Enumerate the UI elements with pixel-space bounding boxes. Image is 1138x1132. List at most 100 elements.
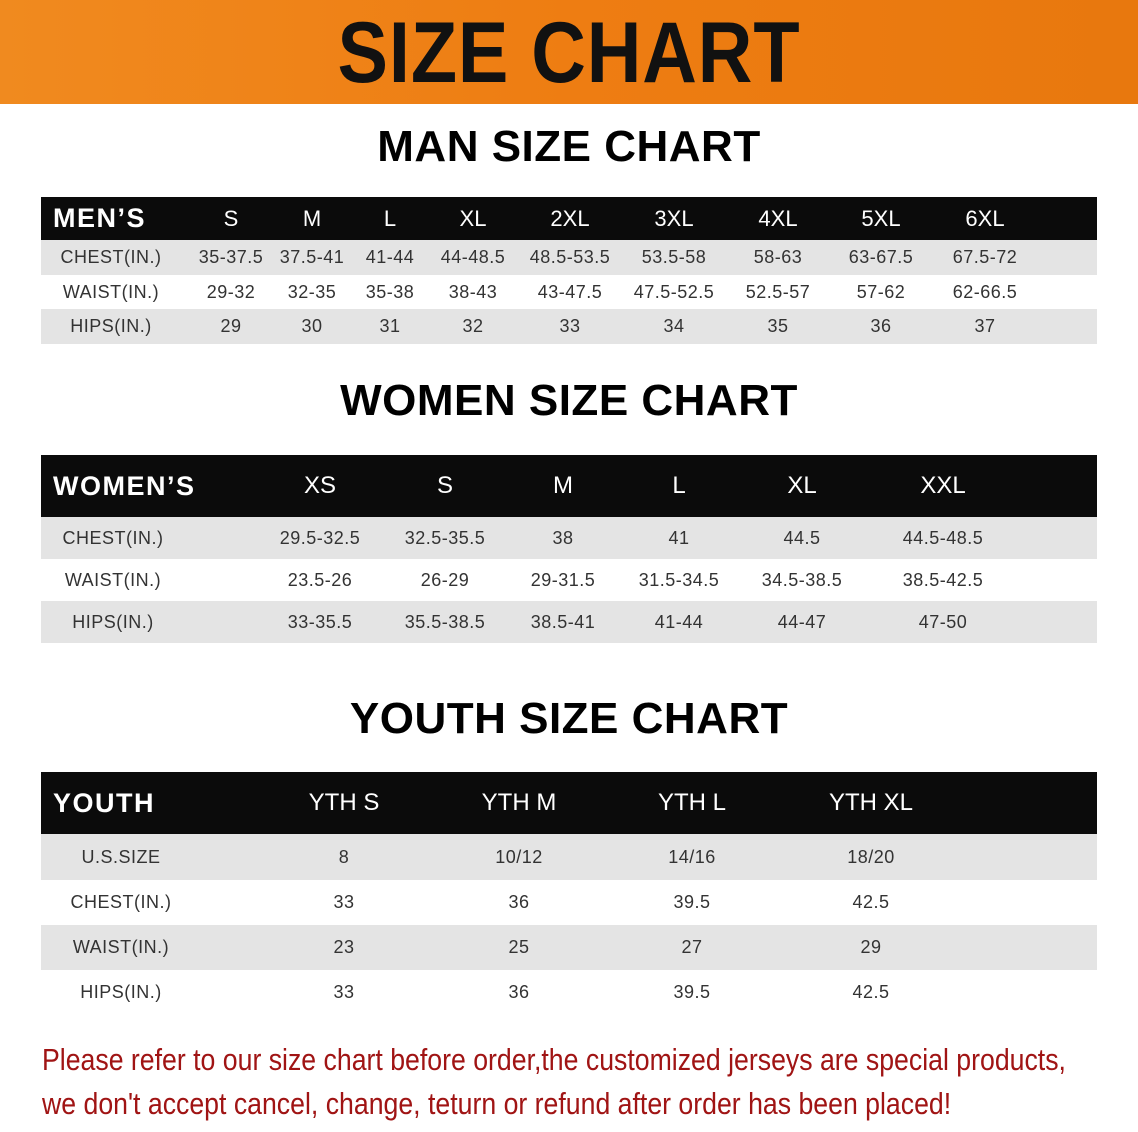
row-label: CHEST(IN.) [62, 527, 164, 548]
table-cell: 29-31.5 [530, 569, 596, 590]
table-cell: 67.5-72 [952, 247, 1018, 267]
size-header: 3XL [654, 205, 694, 231]
table-row: HIPS(IN.) 33 36 39.5 42.5 [41, 970, 1097, 1015]
women-header-label: WOMEN’S [53, 470, 196, 501]
men-section-title: MAN SIZE CHART [377, 122, 761, 171]
table-cell: 44-47 [777, 611, 827, 632]
women-size-table: WOMEN’S XS S M L XL XXL CHEST(IN.) 29.5-32.5 32.5… [41, 455, 1097, 643]
table-cell: 47-50 [918, 611, 968, 632]
table-cell: 34 [663, 316, 685, 336]
size-header: L [383, 205, 397, 231]
table-cell: 35 [767, 316, 789, 336]
table-cell: 35-38 [365, 281, 415, 302]
size-header: 4XL [758, 205, 798, 231]
size-header: YTH M [481, 789, 557, 816]
women-header-row: WOMEN’S XS S M L XL XXL [41, 455, 1097, 517]
banner: SIZE CHART [0, 0, 1138, 104]
size-header: S [436, 472, 453, 499]
youth-section-title: YOUTH SIZE CHART [349, 694, 789, 743]
table-cell: 42.5 [852, 892, 890, 912]
table-cell: 32.5-35.5 [404, 527, 486, 548]
size-header: 5XL [861, 205, 901, 231]
table-cell: 34.5-38.5 [761, 569, 843, 590]
table-row: WAIST(IN.) 23.5-26 26-29 29-31.5 31.5-34.5 34… [41, 559, 1097, 601]
table-cell: 29 [220, 316, 242, 336]
size-header: XS [303, 472, 336, 499]
table-cell: 14/16 [668, 846, 716, 867]
row-label: WAIST(IN.) [64, 569, 162, 590]
table-row: HIPS(IN.) 29 30 31 32 33 34 35 36 37 [41, 309, 1097, 344]
table-cell: 41 [668, 527, 690, 548]
row-label: HIPS(IN.) [80, 982, 162, 1002]
table-cell: 33 [559, 316, 581, 336]
table-cell: 31 [379, 316, 401, 336]
table-cell: 39.5 [673, 982, 711, 1002]
table-cell: 38.5-42.5 [902, 569, 984, 590]
size-header: 6XL [965, 205, 1005, 231]
size-header: L [672, 472, 686, 499]
table-cell: 39.5 [673, 892, 711, 912]
row-label: CHEST(IN.) [70, 892, 172, 912]
size-header: YTH XL [828, 789, 914, 816]
men-header-label: MEN’S [53, 203, 147, 233]
table-cell: 38-43 [448, 281, 498, 302]
table-cell: 44-48.5 [440, 247, 506, 267]
youth-header-label: YOUTH [53, 787, 155, 818]
table-cell: 36 [508, 892, 530, 912]
table-cell: 62-66.5 [952, 281, 1018, 302]
table-cell: 29 [860, 937, 882, 957]
table-cell: 44.5-48.5 [902, 527, 984, 548]
size-header: 2XL [550, 205, 590, 231]
table-cell: 18/20 [847, 846, 895, 867]
row-label: CHEST(IN.) [60, 247, 162, 267]
table-row: CHEST(IN.) 35-37.5 37.5-41 41-44 44-48.5 48.5… [41, 240, 1097, 275]
table-cell: 29-32 [206, 281, 256, 302]
table-cell: 33-35.5 [287, 611, 353, 632]
table-cell: 37 [974, 316, 996, 336]
row-label: WAIST(IN.) [72, 937, 170, 957]
table-cell: 35-37.5 [198, 247, 264, 267]
table-row: WAIST(IN.) 29-32 32-35 35-38 38-43 43-47.5 47.… [41, 275, 1097, 309]
table-cell: 41-44 [654, 611, 704, 632]
size-header: XL [459, 205, 487, 231]
table-cell: 30 [301, 316, 323, 336]
table-cell: 44.5 [783, 527, 821, 548]
men-header-row: MEN’S S M L XL 2XL 3XL 4XL 5XL 6XL [41, 197, 1097, 240]
table-row: WAIST(IN.) 23 25 27 29 [41, 925, 1097, 970]
size-header: S [223, 205, 239, 231]
table-cell: 29.5-32.5 [279, 527, 361, 548]
table-cell: 33 [333, 982, 355, 1002]
table-cell: 36 [508, 982, 530, 1002]
size-header: M [302, 205, 322, 231]
size-header: YTH S [308, 789, 380, 816]
size-header: YTH L [657, 789, 726, 816]
table-cell: 25 [508, 937, 530, 957]
youth-size-table: YOUTH YTH S YTH M YTH L YTH XL U.S.SIZE 8 10/12… [41, 772, 1097, 1015]
table-row: HIPS(IN.) 33-35.5 35.5-38.5 38.5-41 41-44 44-… [41, 601, 1097, 643]
table-cell: 53.5-58 [641, 247, 707, 267]
table-cell: 41-44 [365, 247, 415, 267]
table-cell: 36 [870, 316, 892, 336]
row-label: WAIST(IN.) [62, 281, 160, 302]
notice-line-1: Please refer to our size chart before or… [42, 1042, 1066, 1077]
table-cell: 57-62 [856, 281, 906, 302]
table-cell: 8 [338, 846, 350, 867]
women-section-title: WOMEN SIZE CHART [340, 376, 798, 425]
row-label: HIPS(IN.) [72, 611, 154, 632]
table-cell: 26-29 [420, 569, 470, 590]
table-cell: 52.5-57 [745, 281, 811, 302]
table-cell: 58-63 [753, 247, 803, 267]
table-cell: 27 [681, 937, 703, 957]
men-size-table: MEN’S S M L XL 2XL 3XL 4XL 5XL 6XL CHEST(IN.) 35-37… [41, 197, 1097, 344]
table-cell: 31.5-34.5 [638, 569, 720, 590]
size-header: XL [787, 472, 817, 499]
table-row: CHEST(IN.) 33 36 39.5 42.5 [41, 880, 1097, 925]
row-label: U.S.SIZE [81, 846, 161, 867]
table-cell: 32-35 [287, 281, 337, 302]
table-cell: 23 [333, 937, 355, 957]
table-cell: 47.5-52.5 [633, 281, 715, 302]
table-cell: 37.5-41 [279, 247, 345, 267]
table-row: CHEST(IN.) 29.5-32.5 32.5-35.5 38 41 44.5 44.5… [41, 517, 1097, 559]
table-cell: 10/12 [495, 846, 543, 867]
size-header: XXL [920, 472, 966, 499]
